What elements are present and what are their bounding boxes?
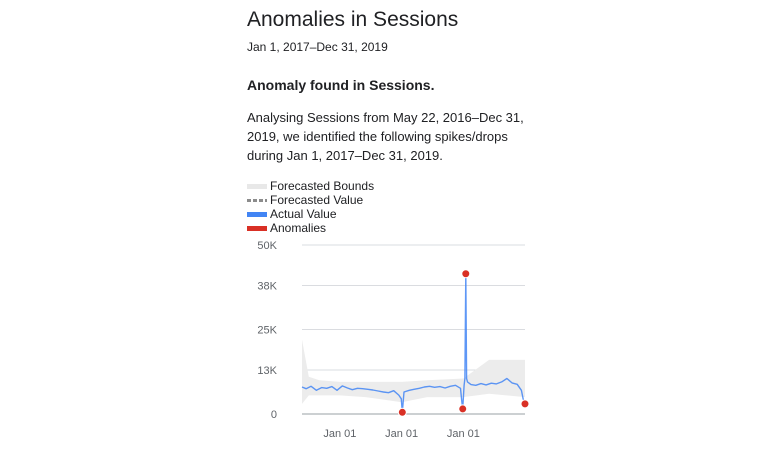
y-tick-label: 38K [257,281,277,293]
sessions-chart: 50K 38K 25K 13K 0 Jan 01 Jan 01 Jan 01 [257,240,530,440]
actual-value-line [301,273,526,414]
y-tick-label: 50K [257,240,277,252]
x-tick-label: Jan 01 [385,428,418,440]
card-title: Anomalies in Sessions [247,8,459,31]
line-swatch-icon [247,212,267,217]
date-range: Jan 1, 2017–Dec 31, 2019 [247,40,388,54]
y-axis-ticks: 50K 38K 25K 13K 0 [257,240,277,421]
anomaly-description: Analysing Sessions from May 22, 2016–Dec… [247,108,537,165]
anomaly-points [397,269,530,417]
anomaly-point [397,407,407,417]
anomaly-heading: Anomaly found in Sessions. [247,77,435,93]
forecast-bounds-band [302,339,525,404]
x-tick-label: Jan 01 [447,428,480,440]
x-axis-ticks: Jan 01 Jan 01 Jan 01 [323,428,480,440]
legend-label: Forecasted Value [270,193,364,207]
x-tick-label: Jan 01 [323,428,356,440]
dot-swatch-icon [247,226,267,231]
description-line: during Jan 1, 2017–Dec 31, 2019. [247,148,443,163]
dashed-line-swatch-icon [247,199,267,202]
anomaly-point [458,404,468,414]
actual-value-series [301,273,526,414]
anomaly-point [461,269,471,279]
y-tick-label: 25K [257,325,277,337]
anomaly-point [520,399,530,409]
y-tick-label: 13K [257,365,277,377]
bounds-swatch-icon [247,184,267,189]
legend-label: Forecasted Bounds [270,179,375,193]
legend-label: Actual Value [270,207,337,221]
description-line: 2019, we identified the following spikes… [247,129,508,144]
forecast-bounds-area [302,339,525,404]
description-line: Analysing Sessions from May 22, 2016–Dec… [247,110,524,125]
anomaly-card: Anomalies in Sessions Jan 1, 2017–Dec 31… [247,0,547,463]
legend-label: Anomalies [270,221,327,235]
y-tick-label: 0 [271,409,277,421]
